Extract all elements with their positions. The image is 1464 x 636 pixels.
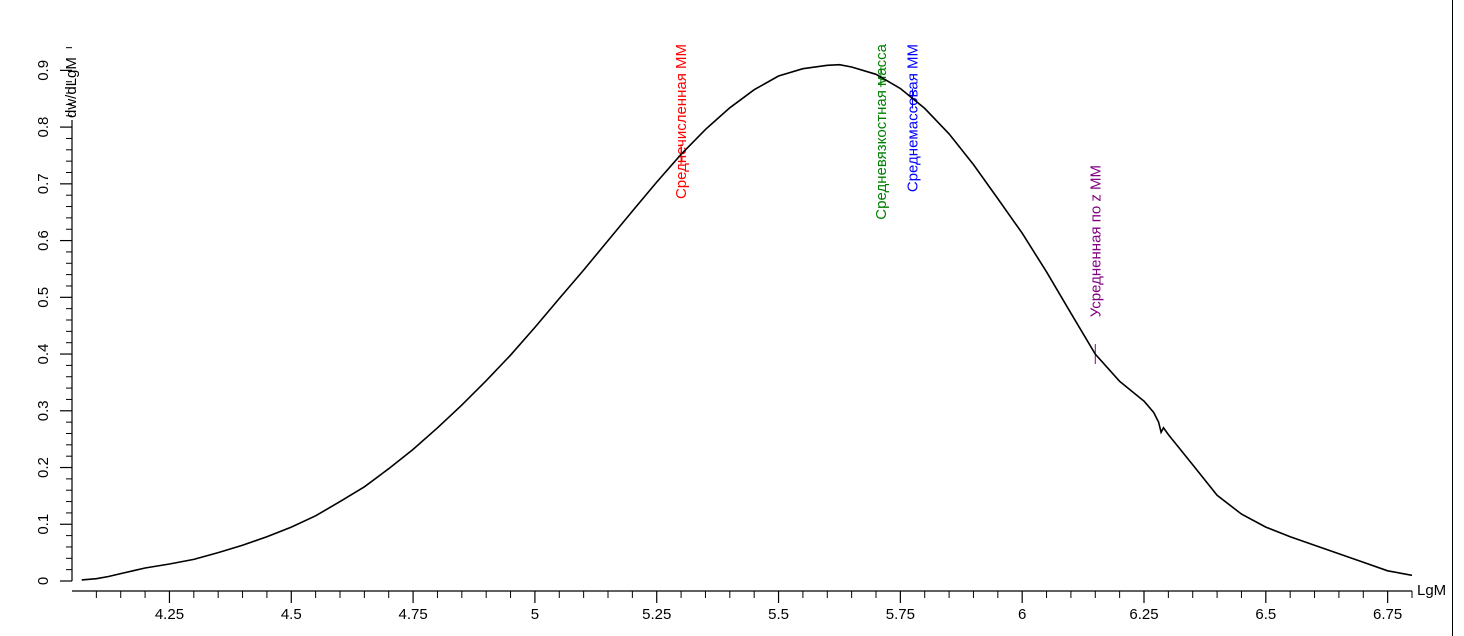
marker-label: Усредненная по z ММ bbox=[1087, 165, 1104, 317]
y-tick-label: 0.3 bbox=[35, 400, 52, 421]
average-markers: Среднечисленная ММ Средневязкостная масса… bbox=[673, 43, 1104, 365]
y-tick-label: 0.9 bbox=[35, 60, 52, 81]
y-tick-label: 0.4 bbox=[35, 344, 52, 365]
x-tick-label: 4.25 bbox=[155, 606, 184, 623]
y-tick-label: 0.5 bbox=[35, 287, 52, 308]
y-tick-label: 0 bbox=[35, 577, 52, 585]
x-tick-label: 6.75 bbox=[1373, 606, 1402, 623]
series-line bbox=[81, 63, 1413, 581]
marker-label: Средневязкостная масса bbox=[873, 43, 890, 219]
x-tick-label: 6.25 bbox=[1129, 606, 1158, 623]
x-tick-label: 5.5 bbox=[768, 606, 789, 623]
marker-label: Среднемассовая ММ bbox=[905, 44, 922, 192]
x-tick-label: 5.75 bbox=[886, 606, 915, 623]
x-tick-label: 4.5 bbox=[281, 606, 302, 623]
x-axis-title: LgM bbox=[1417, 582, 1446, 599]
right-border bbox=[1452, 0, 1453, 636]
marker-label: Среднечисленная ММ bbox=[673, 44, 690, 199]
x-tick-label: 5.25 bbox=[642, 606, 671, 623]
x-tick-label: 5 bbox=[531, 606, 539, 623]
y-tick-label: 0.7 bbox=[35, 173, 52, 194]
y-tick-label: 0.1 bbox=[35, 514, 52, 535]
x-tick-label: 4.75 bbox=[398, 606, 427, 623]
y-tick-label: 0.6 bbox=[35, 230, 52, 251]
x-tick-label: 6.5 bbox=[1255, 606, 1276, 623]
y-tick-label: 0.8 bbox=[35, 117, 52, 138]
axes: 4.25 4.5 4.75 5 5.25 5.5 5.75 6 6.25 6.5 6.75 0 0.1 0… bbox=[35, 47, 1413, 623]
y-axis-title: dw/dLgM bbox=[63, 57, 80, 118]
y-tick-label: 0.2 bbox=[35, 457, 52, 478]
x-tick-label: 6 bbox=[1018, 606, 1026, 623]
